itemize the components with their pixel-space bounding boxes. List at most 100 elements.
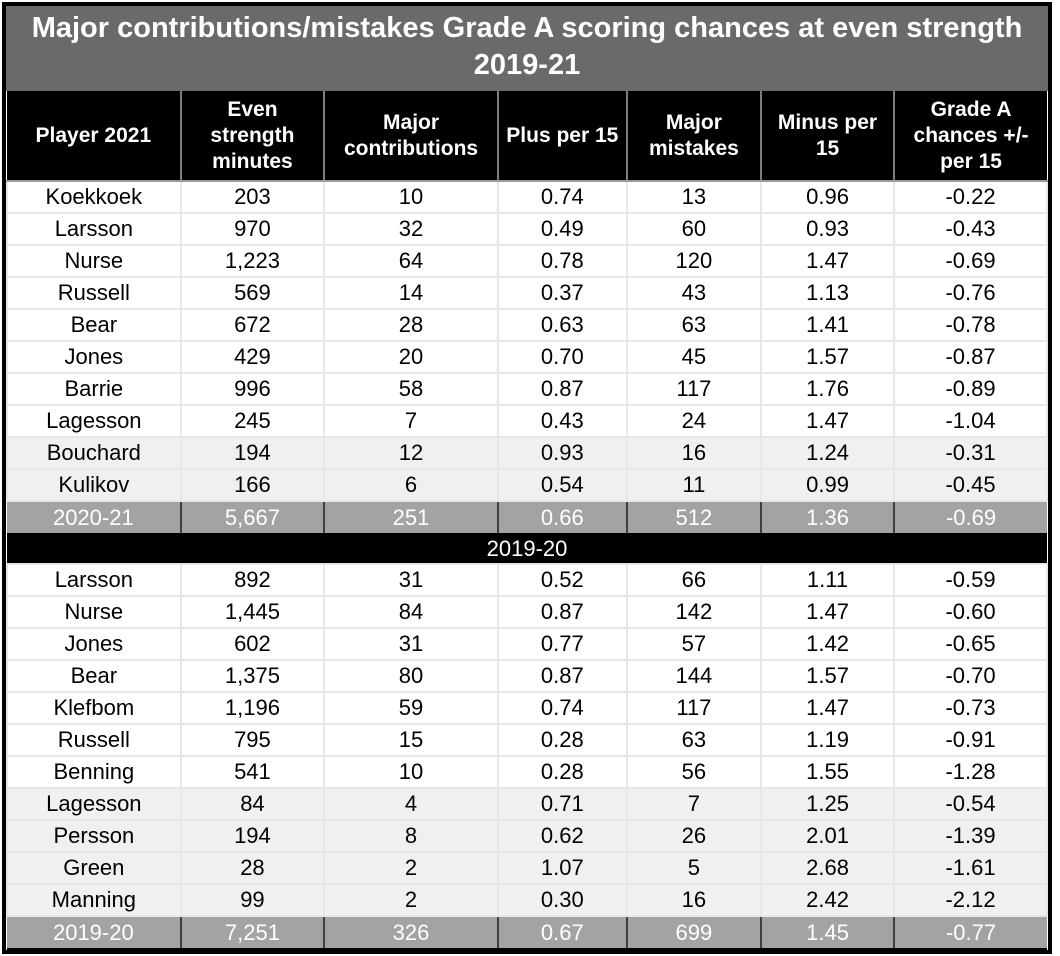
stat-cell: 59 bbox=[323, 691, 499, 725]
stat-cell: 12 bbox=[323, 436, 499, 470]
stat-cell: 0.99 bbox=[759, 468, 896, 502]
stat-cell: 7 bbox=[625, 787, 762, 821]
player-row: Bouchard 194 12 0.93 16 1.24 -0.31 bbox=[6, 436, 1048, 470]
stat-cell: -0.73 bbox=[893, 691, 1048, 725]
stat-cell: -0.69 bbox=[893, 244, 1048, 278]
player-name-cell: Barrie bbox=[6, 372, 182, 406]
stat-cell: 26 bbox=[625, 819, 762, 853]
stats-table: Player 2021 Even strength minutes Major … bbox=[6, 91, 1048, 950]
stat-cell: 7 bbox=[323, 404, 499, 438]
stat-cell: 84 bbox=[323, 595, 499, 629]
stat-cell: 0.28 bbox=[496, 723, 628, 757]
header-row: Player 2021 Even strength minutes Major … bbox=[7, 91, 1047, 182]
summary-stat-cell: 0.66 bbox=[496, 500, 628, 535]
table-title: Major contributions/mistakes Grade A sco… bbox=[6, 6, 1048, 91]
player-row: Larsson 892 31 0.52 66 1.11 -0.59 bbox=[6, 563, 1048, 597]
stat-cell: 14 bbox=[323, 276, 499, 310]
stat-cell: -1.28 bbox=[893, 755, 1048, 789]
stat-cell: 0.28 bbox=[496, 755, 628, 789]
stat-cell: 5 bbox=[625, 851, 762, 885]
stat-cell: 245 bbox=[179, 404, 326, 438]
stat-cell: 1.41 bbox=[759, 308, 896, 342]
summary-stat-cell: 1.36 bbox=[759, 500, 896, 535]
stat-cell: 0.43 bbox=[496, 404, 628, 438]
stat-cell: -0.87 bbox=[893, 340, 1048, 374]
player-name-cell: Benning bbox=[6, 755, 182, 789]
player-name-cell: Nurse bbox=[6, 244, 182, 278]
stat-cell: 45 bbox=[625, 340, 762, 374]
stat-cell: 1.24 bbox=[759, 436, 896, 470]
stat-cell: 166 bbox=[179, 468, 326, 502]
player-name-cell: Green bbox=[6, 851, 182, 885]
player-row: Nurse 1,223 64 0.78 120 1.47 -0.69 bbox=[6, 244, 1048, 278]
stat-cell: 1.76 bbox=[759, 372, 896, 406]
stat-cell: -0.59 bbox=[893, 563, 1048, 597]
stat-cell: 1.42 bbox=[759, 627, 896, 661]
stat-cell: 970 bbox=[179, 212, 326, 246]
stat-cell: 142 bbox=[625, 595, 762, 629]
stat-cell: 892 bbox=[179, 563, 326, 597]
player-row: Russell 569 14 0.37 43 1.13 -0.76 bbox=[6, 276, 1048, 310]
stat-cell: 0.30 bbox=[496, 883, 628, 917]
stat-cell: 194 bbox=[179, 436, 326, 470]
player-name-cell: Jones bbox=[6, 627, 182, 661]
player-name-cell: Larsson bbox=[6, 212, 182, 246]
player-row: Green 28 2 1.07 5 2.68 -1.61 bbox=[6, 851, 1048, 885]
stat-cell: 0.52 bbox=[496, 563, 628, 597]
summary-stat-cell: 5,667 bbox=[179, 500, 326, 535]
stat-cell: 15 bbox=[323, 723, 499, 757]
stat-cell: 1,196 bbox=[179, 691, 326, 725]
col-header-plus-per-15: Plus per 15 bbox=[496, 91, 627, 182]
stat-cell: 13 bbox=[625, 180, 762, 214]
stat-cell: 43 bbox=[625, 276, 762, 310]
summary-stat-cell: 7,251 bbox=[179, 915, 326, 950]
player-name-cell: Klefbom bbox=[6, 691, 182, 725]
player-row: Larsson 970 32 0.49 60 0.93 -0.43 bbox=[6, 212, 1048, 246]
season-divider-label: 2019-20 bbox=[7, 534, 1047, 564]
player-name-cell: Kulikov bbox=[6, 468, 182, 502]
stat-cell: 144 bbox=[625, 659, 762, 693]
player-name-cell: Bear bbox=[6, 308, 182, 342]
stat-cell: 0.87 bbox=[496, 595, 628, 629]
player-row: Lagesson 84 4 0.71 7 1.25 -0.54 bbox=[6, 787, 1048, 821]
summary-stat-cell: 0.67 bbox=[496, 915, 628, 950]
stat-cell: 1.57 bbox=[759, 659, 896, 693]
col-header-player: Player 2021 bbox=[7, 91, 181, 182]
stat-cell: 0.54 bbox=[496, 468, 628, 502]
player-row: Persson 194 8 0.62 26 2.01 -1.39 bbox=[6, 819, 1048, 853]
stat-cell: 0.78 bbox=[496, 244, 628, 278]
stat-cell: 60 bbox=[625, 212, 762, 246]
stat-cell: -2.12 bbox=[893, 883, 1048, 917]
stat-cell: 28 bbox=[179, 851, 326, 885]
player-row: Klefbom 1,196 59 0.74 117 1.47 -0.73 bbox=[6, 691, 1048, 725]
player-row: Nurse 1,445 84 0.87 142 1.47 -0.60 bbox=[6, 595, 1048, 629]
season-summary-row: 2019-20 7,251 326 0.67 699 1.45 -0.77 bbox=[7, 915, 1047, 950]
player-row: Jones 602 31 0.77 57 1.42 -0.65 bbox=[6, 627, 1048, 661]
summary-label-cell: 2019-20 bbox=[7, 915, 182, 950]
stat-cell: 1.13 bbox=[759, 276, 896, 310]
season-divider-row: 2019-20 bbox=[7, 534, 1047, 564]
stat-cell: -0.60 bbox=[893, 595, 1048, 629]
stat-cell: -0.22 bbox=[893, 180, 1048, 214]
stat-cell: 1.47 bbox=[759, 691, 896, 725]
summary-stat-cell: 326 bbox=[323, 915, 499, 950]
player-row: Bear 672 28 0.63 63 1.41 -0.78 bbox=[6, 308, 1048, 342]
stat-cell: 28 bbox=[323, 308, 499, 342]
stat-cell: 0.77 bbox=[496, 627, 628, 661]
stat-cell: 63 bbox=[625, 308, 762, 342]
stat-cell: 672 bbox=[179, 308, 326, 342]
stat-cell: 2.01 bbox=[759, 819, 896, 853]
player-row: Jones 429 20 0.70 45 1.57 -0.87 bbox=[6, 340, 1048, 374]
player-name-cell: Nurse bbox=[6, 595, 182, 629]
player-row: Bear 1,375 80 0.87 144 1.57 -0.70 bbox=[6, 659, 1048, 693]
stat-cell: 24 bbox=[625, 404, 762, 438]
stat-cell: 0.93 bbox=[496, 436, 628, 470]
stat-cell: 58 bbox=[323, 372, 499, 406]
stat-cell: 541 bbox=[179, 755, 326, 789]
player-row: Manning 99 2 0.30 16 2.42 -2.12 bbox=[6, 883, 1048, 917]
stat-cell: 64 bbox=[323, 244, 499, 278]
stat-cell: 2.68 bbox=[759, 851, 896, 885]
stat-cell: 0.37 bbox=[496, 276, 628, 310]
stat-cell: 63 bbox=[625, 723, 762, 757]
